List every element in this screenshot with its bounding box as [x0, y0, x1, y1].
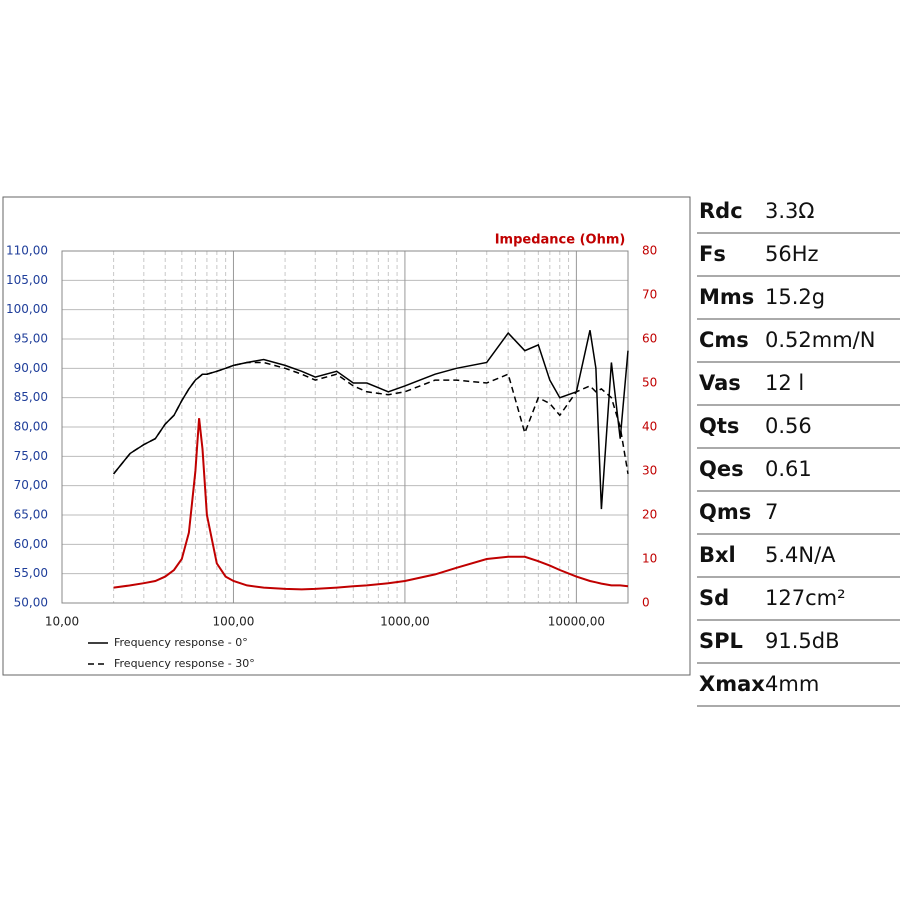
spec-value: 0.56 — [765, 414, 812, 438]
y-tick-label: 60,00 — [14, 537, 48, 551]
spec-label: Rdc — [699, 199, 743, 223]
spec-value: 4mm — [765, 672, 819, 696]
y-tick-label: 85,00 — [14, 390, 48, 404]
y2-tick-label: 70 — [642, 288, 657, 302]
spec-label: Bxl — [699, 543, 736, 567]
spec-value: 127cm² — [765, 586, 846, 610]
y2-tick-label: 60 — [642, 332, 657, 346]
y2-tick-label: 40 — [642, 420, 657, 434]
y2-tick-label: 30 — [642, 464, 657, 478]
y-tick-label: 50,00 — [14, 596, 48, 610]
series-line — [113, 361, 629, 475]
x-tick-label: 1000,00 — [380, 615, 430, 629]
y2-axis-label: Impedance (Ohm) — [495, 233, 626, 248]
x-tick-label: 10,00 — [45, 615, 79, 629]
spec-label: Sd — [699, 586, 729, 610]
spec-label: Vas — [699, 371, 741, 395]
spec-value: 5.4N/A — [765, 543, 836, 567]
y-tick-label: 70,00 — [14, 478, 48, 492]
spec-value: 56Hz — [765, 242, 819, 266]
y2-tick-label: 20 — [642, 508, 657, 522]
spec-label: Cms — [699, 328, 749, 352]
spec-label: Qts — [699, 414, 739, 438]
plot-border — [61, 250, 629, 604]
x-tick-label: 100,00 — [212, 615, 254, 629]
y-tick-label: 100,00 — [6, 302, 48, 316]
y2-tick-label: 50 — [642, 376, 657, 390]
y-tick-label: 90,00 — [14, 361, 48, 375]
series-line — [113, 330, 629, 510]
spec-label: Mms — [699, 285, 754, 309]
x-tick-label: 10000,00 — [548, 615, 605, 629]
spec-value: 0.52mm/N — [765, 328, 875, 352]
spec-value: 7 — [765, 500, 778, 524]
chart-frame — [2, 196, 691, 676]
spec-label: Qes — [699, 457, 744, 481]
spec-label: Qms — [699, 500, 751, 524]
legend-label: Frequency response - 30° — [114, 657, 255, 670]
spec-value: 15.2g — [765, 285, 825, 309]
y-tick-label: 95,00 — [14, 332, 48, 346]
spec-value: 12 l — [765, 371, 804, 395]
spec-label: SPL — [699, 629, 743, 653]
y-tick-label: 110,00 — [6, 244, 48, 258]
series-line — [113, 418, 629, 591]
y2-tick-label: 80 — [642, 244, 657, 258]
y-tick-label: 55,00 — [14, 566, 48, 580]
y-tick-label: 75,00 — [14, 449, 48, 463]
legend-label: Frequency response - 0° — [114, 636, 248, 649]
y-tick-label: 65,00 — [14, 508, 48, 522]
spec-value: 0.61 — [765, 457, 812, 481]
y2-tick-label: 10 — [642, 552, 657, 566]
y2-tick-label: 0 — [642, 596, 650, 610]
spec-value: 3.3Ω — [765, 199, 814, 223]
y-tick-label: 80,00 — [14, 420, 48, 434]
spec-value: 91.5dB — [765, 629, 840, 653]
spec-label: Xmax — [699, 672, 765, 696]
y-tick-label: 105,00 — [6, 273, 48, 287]
spec-label: Fs — [699, 242, 726, 266]
